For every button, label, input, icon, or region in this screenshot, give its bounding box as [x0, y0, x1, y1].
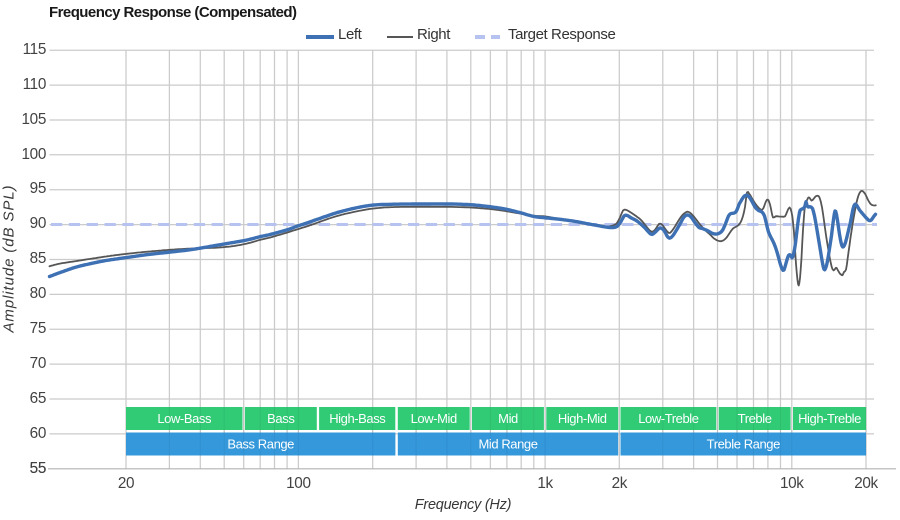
svg-text:High-Bass: High-Bass [329, 411, 386, 426]
svg-text:Mid: Mid [498, 411, 518, 426]
svg-text:High-Treble: High-Treble [798, 411, 861, 426]
svg-text:Bass: Bass [267, 411, 295, 426]
svg-text:Treble Range: Treble Range [707, 437, 780, 452]
svg-text:Treble: Treble [738, 411, 772, 426]
svg-text:High-Mid: High-Mid [558, 411, 607, 426]
svg-text:Low-Mid: Low-Mid [411, 411, 457, 426]
svg-text:Low-Treble: Low-Treble [638, 411, 699, 426]
svg-text:Low-Bass: Low-Bass [157, 411, 212, 426]
svg-text:Mid Range: Mid Range [478, 437, 537, 452]
svg-text:Bass Range: Bass Range [227, 437, 294, 452]
